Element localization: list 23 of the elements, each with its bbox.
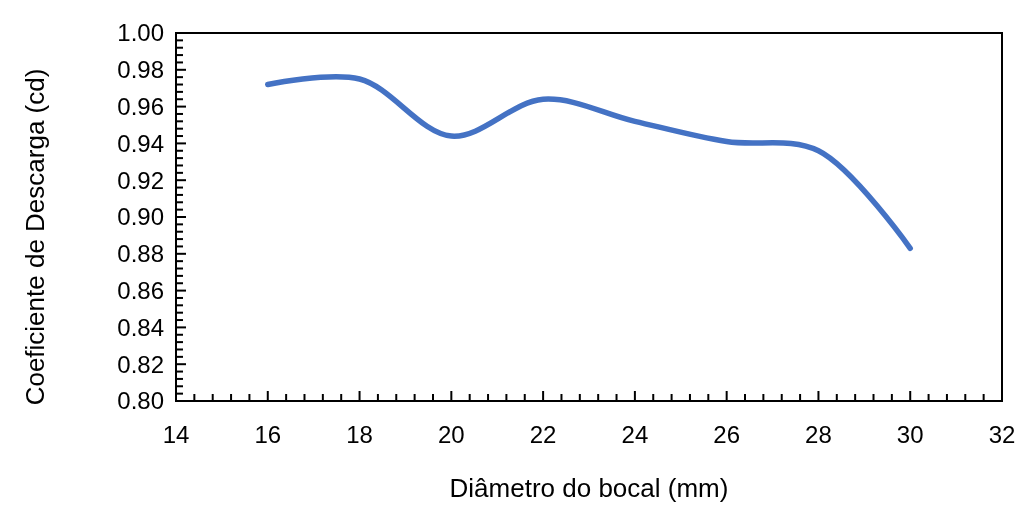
y-tick-label: 0.98 xyxy=(117,56,164,84)
y-tick-label: 0.80 xyxy=(117,387,164,415)
x-axis-title: Diâmetro do bocal (mm) xyxy=(449,473,729,503)
y-axis-title: Coeficiente de Descarga (cd) xyxy=(20,68,50,406)
x-tick-label: 28 xyxy=(805,421,832,448)
y-tick-label: 0.90 xyxy=(117,203,164,231)
y-tick-label: 0.88 xyxy=(117,240,164,268)
y-tick-label: 0.96 xyxy=(117,93,164,120)
y-tick-label: 0.94 xyxy=(117,129,164,157)
x-tick-label: 18 xyxy=(346,421,373,448)
x-tick-label: 14 xyxy=(162,421,190,448)
x-tick-label: 22 xyxy=(529,421,557,448)
y-tick-label: 1.00 xyxy=(117,19,164,47)
x-tick-label: 24 xyxy=(621,421,649,448)
x-tick-label: 20 xyxy=(437,421,465,448)
y-tick-label: 0.82 xyxy=(117,350,164,378)
x-tick-label: 30 xyxy=(896,421,924,448)
y-tick-label: 0.84 xyxy=(117,313,164,341)
x-tick-label: 16 xyxy=(254,421,282,448)
y-tick-label: 0.92 xyxy=(117,166,164,194)
y-tick-label: 0.86 xyxy=(117,277,164,304)
x-tick-label: 32 xyxy=(988,421,1016,448)
x-tick-label: 26 xyxy=(713,421,741,448)
